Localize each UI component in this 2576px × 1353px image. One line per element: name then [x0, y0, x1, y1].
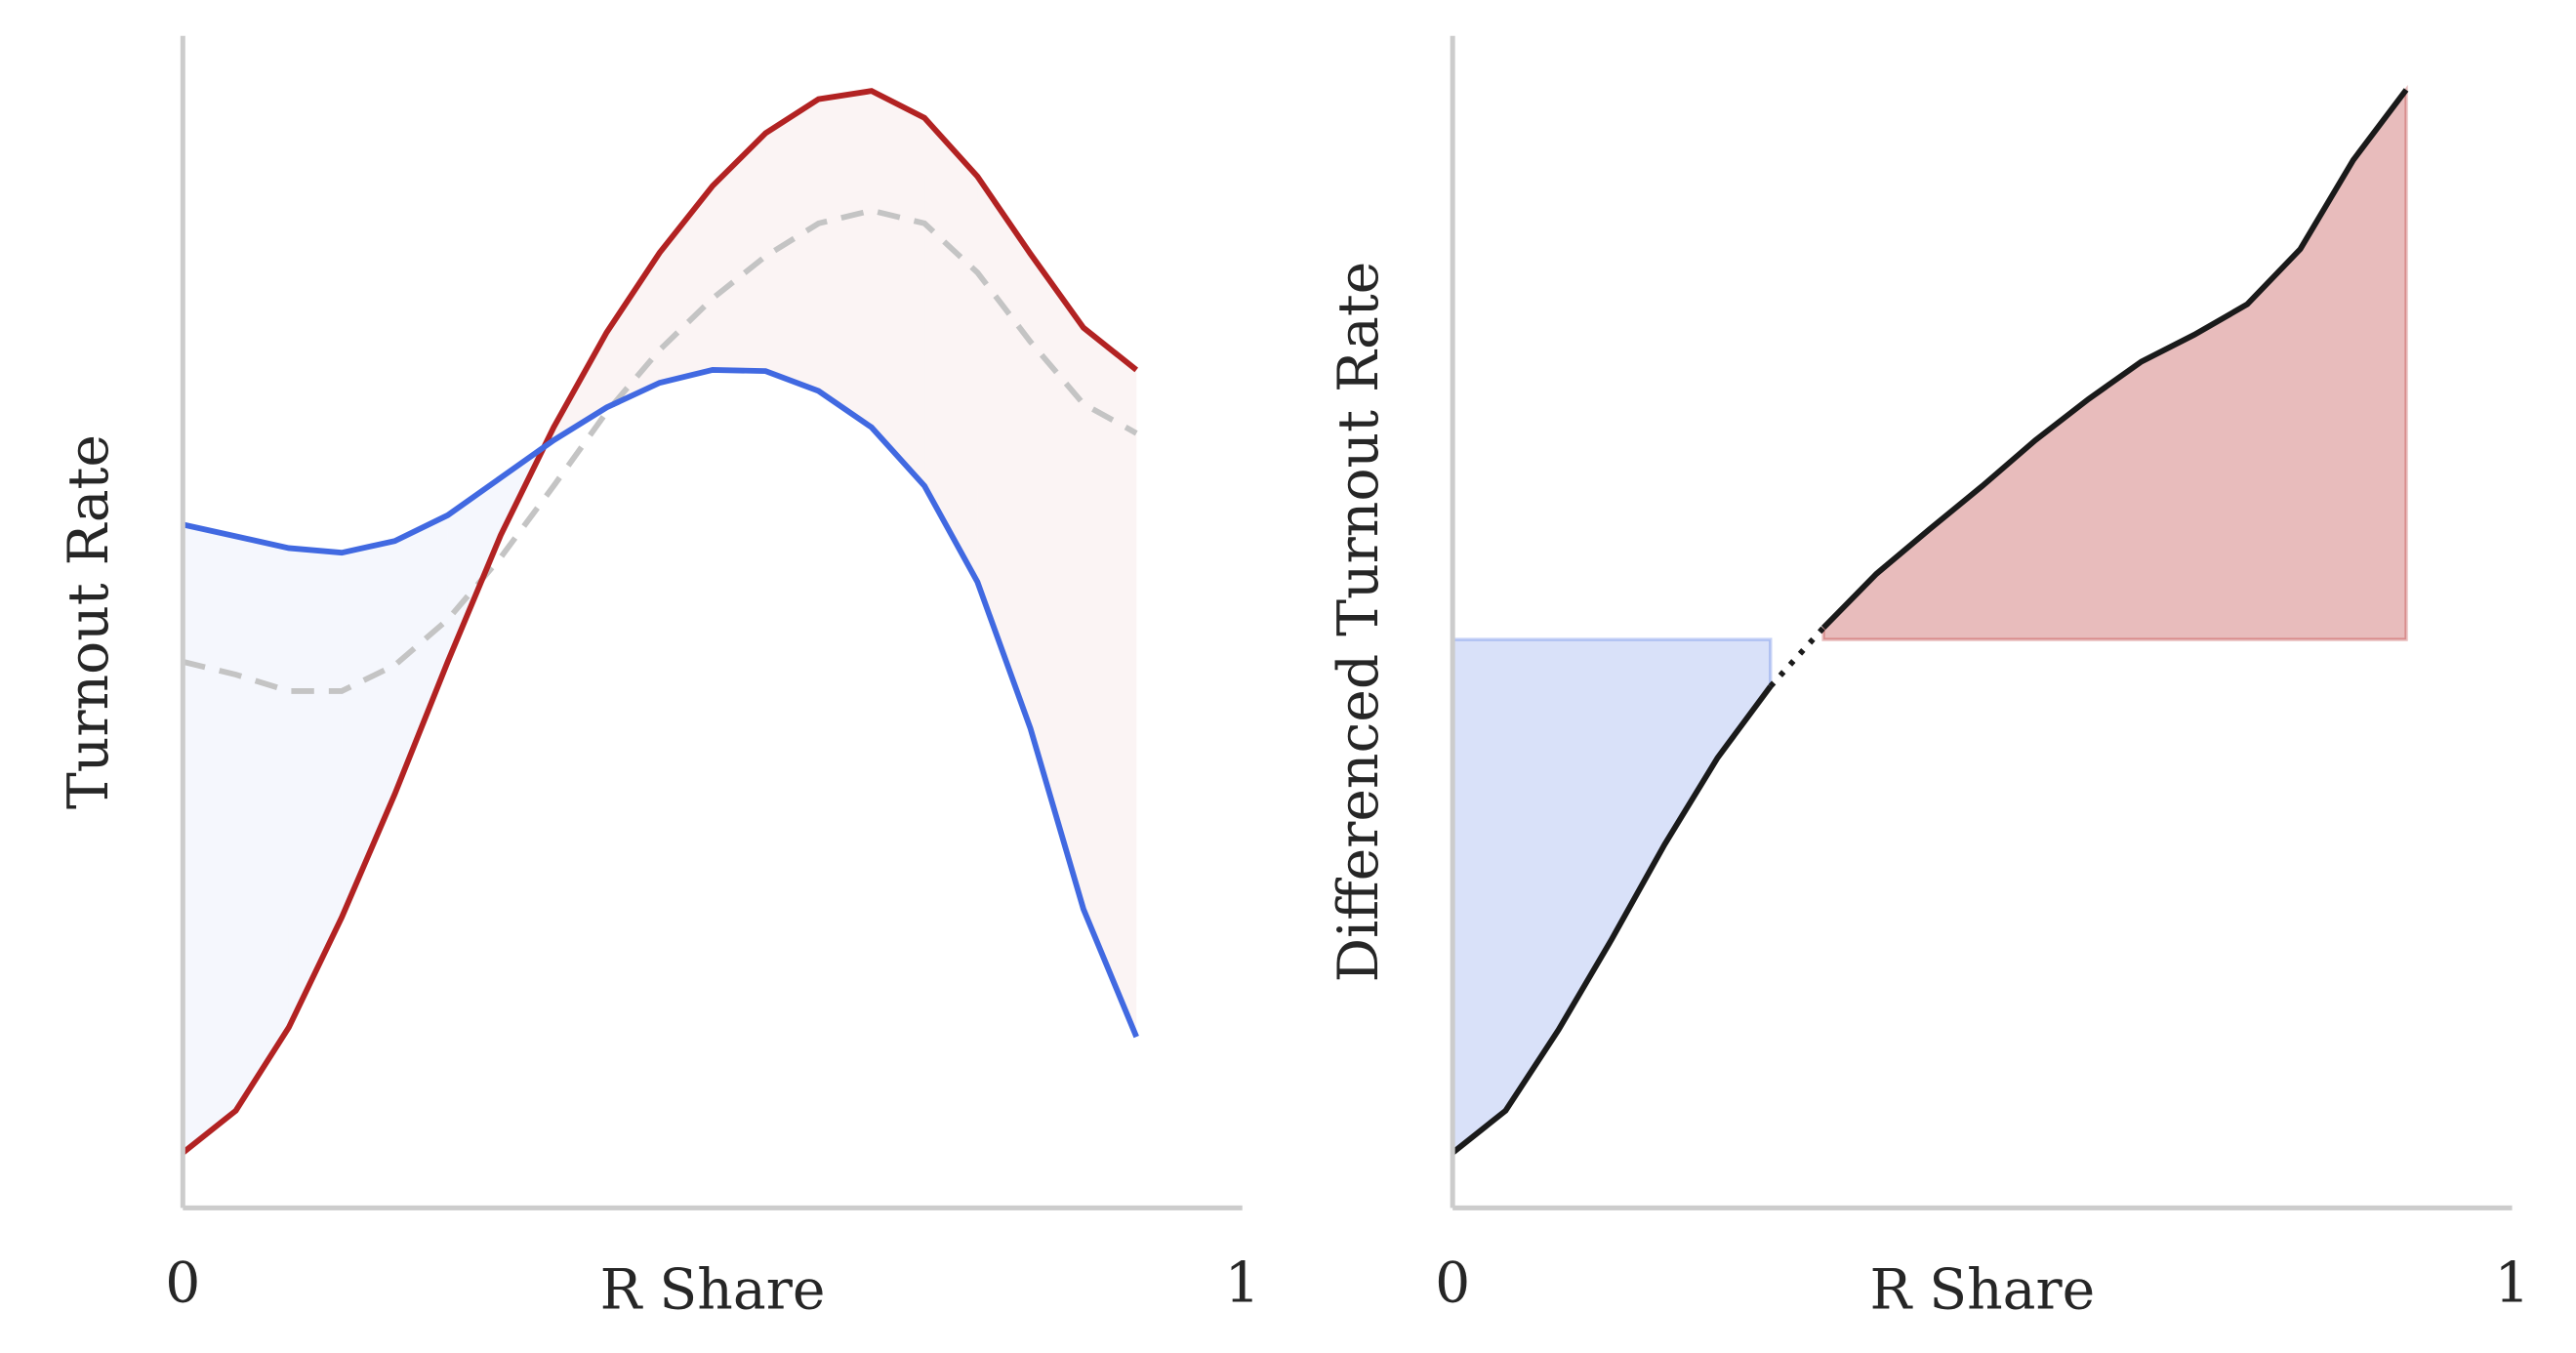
- x-tick-label: 1: [1225, 1251, 1260, 1316]
- panel: 0 1 R Share Turnout Rate: [57, 35, 1260, 1322]
- y-axis-label: Turnout Rate: [57, 434, 121, 809]
- fill-between: [447, 477, 501, 662]
- fill-between: [183, 524, 236, 1153]
- x-tick-label: 1: [2495, 1251, 2530, 1316]
- diff-line: [1820, 88, 2409, 631]
- series-line: [182, 207, 1138, 694]
- fill-between: [1083, 327, 1137, 1038]
- fill-between: [394, 514, 448, 795]
- fill-between: [871, 91, 925, 486]
- above-fill: [1821, 84, 2408, 641]
- x-tick-label: 0: [1435, 1251, 1470, 1316]
- fill-between: [924, 117, 978, 583]
- fill-between: [288, 548, 343, 1028]
- diff-line-crossing: [1768, 626, 1826, 689]
- panel: 0 1 R Share Differenced Turnout Rate: [1327, 35, 2530, 1322]
- x-axis-label: R Share: [600, 1257, 826, 1322]
- fill-between: [977, 176, 1031, 729]
- fill-between: [1030, 254, 1084, 910]
- series-line: [182, 366, 1139, 1039]
- series-line: [181, 88, 1139, 1156]
- fill-between: [235, 536, 289, 1111]
- below-fill: [1451, 637, 1773, 1157]
- y-axis-label: Differenced Turnout Rate: [1327, 262, 1391, 983]
- diff-line: [1451, 684, 1774, 1156]
- x-axis-label: R Share: [1869, 1257, 2095, 1322]
- fill-between: [818, 91, 872, 428]
- fill-between: [713, 133, 766, 372]
- fill-between: [765, 99, 819, 391]
- x-tick-label: 0: [165, 1251, 200, 1316]
